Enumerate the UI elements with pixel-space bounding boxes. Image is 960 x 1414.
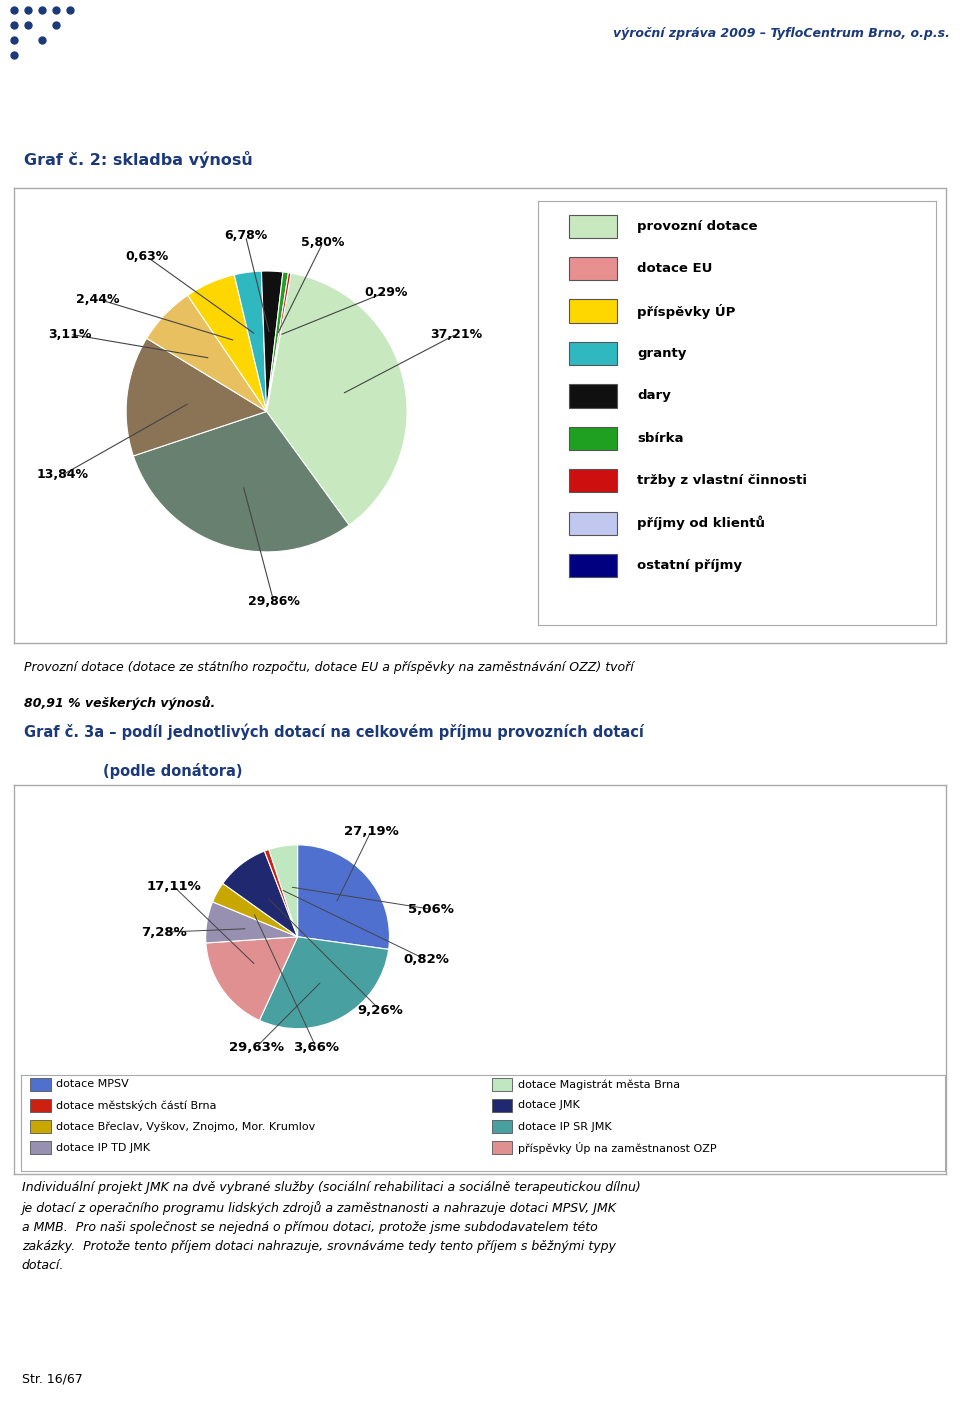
Text: ostatní příjmy: ostatní příjmy — [637, 559, 742, 573]
Text: dotace EU: dotace EU — [637, 262, 712, 276]
Bar — [569, 342, 617, 365]
Bar — [569, 469, 617, 492]
Bar — [492, 1141, 513, 1154]
Bar — [492, 1077, 513, 1090]
Text: granty: granty — [637, 346, 686, 361]
Text: 37,21%: 37,21% — [430, 328, 482, 341]
Wedge shape — [187, 274, 267, 411]
Wedge shape — [267, 273, 291, 411]
Text: 9,26%: 9,26% — [357, 1004, 403, 1017]
Text: 2,44%: 2,44% — [76, 293, 120, 305]
Bar — [569, 427, 617, 450]
Bar — [569, 512, 617, 534]
Text: 80,91 % veškerých výnosů.: 80,91 % veškerých výnosů. — [24, 696, 215, 710]
Wedge shape — [259, 936, 389, 1028]
Bar — [569, 300, 617, 322]
Text: dotace IP TD JMK: dotace IP TD JMK — [57, 1143, 150, 1152]
Wedge shape — [212, 884, 298, 936]
Bar — [569, 554, 617, 577]
Text: dotace MPSV: dotace MPSV — [57, 1079, 129, 1089]
Wedge shape — [205, 902, 298, 943]
Text: sbírka: sbírka — [637, 431, 684, 445]
Bar — [31, 1120, 51, 1133]
Text: 29,63%: 29,63% — [228, 1041, 284, 1053]
Wedge shape — [261, 271, 283, 411]
Text: dotace IP SR JMK: dotace IP SR JMK — [518, 1121, 612, 1131]
Text: příspěvky ÚP: příspěvky ÚP — [637, 304, 735, 318]
Text: 29,86%: 29,86% — [248, 595, 300, 608]
Text: dotace JMK: dotace JMK — [518, 1100, 580, 1110]
Text: 0,63%: 0,63% — [126, 250, 169, 263]
Text: dotace Magistrát města Brna: dotace Magistrát města Brna — [518, 1079, 680, 1090]
Bar — [31, 1077, 51, 1090]
Text: Str. 16/67: Str. 16/67 — [22, 1372, 83, 1386]
Wedge shape — [205, 936, 298, 1021]
Text: Graf č. 3a – podíl jednotlivých dotací na celkovém příjmu provozních dotací: Graf č. 3a – podíl jednotlivých dotací n… — [24, 724, 643, 741]
Wedge shape — [126, 338, 267, 455]
Text: 0,29%: 0,29% — [364, 286, 408, 298]
Bar — [31, 1099, 51, 1111]
Text: 13,84%: 13,84% — [36, 468, 89, 481]
Text: výroční zpráva 2009 – TyfloCentrum Brno, o.p.s.: výroční zpráva 2009 – TyfloCentrum Brno,… — [613, 27, 950, 41]
Text: Individuální projekt JMK na dvě vybrané služby (sociální rehabilitaci a sociálně: Individuální projekt JMK na dvě vybrané … — [22, 1182, 640, 1273]
Text: 6,78%: 6,78% — [224, 229, 267, 242]
Bar — [569, 257, 617, 280]
Text: dary: dary — [637, 389, 671, 403]
Wedge shape — [298, 844, 390, 949]
Bar — [31, 1141, 51, 1154]
Bar — [492, 1120, 513, 1133]
Text: 0,82%: 0,82% — [403, 953, 449, 966]
Text: Graf č. 2: skladba výnosů: Graf č. 2: skladba výnosů — [24, 150, 252, 168]
Text: tržby z vlastní činnosti: tržby z vlastní činnosti — [637, 474, 807, 488]
Text: 27,19%: 27,19% — [344, 824, 398, 837]
Text: 5,06%: 5,06% — [408, 902, 454, 916]
Wedge shape — [147, 296, 267, 411]
Bar — [569, 215, 617, 238]
Text: (podle donátora): (podle donátora) — [103, 762, 242, 779]
Text: 7,28%: 7,28% — [141, 926, 187, 939]
Bar — [492, 1099, 513, 1111]
Wedge shape — [269, 844, 298, 936]
Text: Provozní dotace (dotace ze státního rozpočtu, dotace EU a příspěvky na zaměstnáv: Provozní dotace (dotace ze státního rozp… — [24, 660, 634, 674]
Text: dotace Břeclav, Vyškov, Znojmo, Mor. Krumlov: dotace Břeclav, Vyškov, Znojmo, Mor. Kru… — [57, 1121, 316, 1131]
Wedge shape — [133, 411, 349, 551]
Text: 3,11%: 3,11% — [48, 328, 91, 341]
Text: 17,11%: 17,11% — [146, 880, 201, 892]
Text: dotace městských částí Brna: dotace městských částí Brna — [57, 1100, 217, 1111]
Text: Grafické znázornění skladby výnosů a nákladů společnosti v roce 2009: Grafické znázornění skladby výnosů a nák… — [160, 90, 800, 107]
Text: příspěvky Úp na zaměstnanost OZP: příspěvky Úp na zaměstnanost OZP — [518, 1141, 716, 1154]
Text: příjmy od klientů: příjmy od klientů — [637, 516, 765, 530]
Wedge shape — [267, 273, 407, 525]
Wedge shape — [234, 271, 267, 411]
Wedge shape — [267, 271, 288, 411]
Wedge shape — [223, 851, 298, 936]
Wedge shape — [264, 850, 298, 936]
Bar — [569, 385, 617, 407]
Text: 3,66%: 3,66% — [293, 1041, 339, 1053]
Text: provozní dotace: provozní dotace — [637, 219, 757, 233]
Text: 5,80%: 5,80% — [301, 236, 345, 249]
